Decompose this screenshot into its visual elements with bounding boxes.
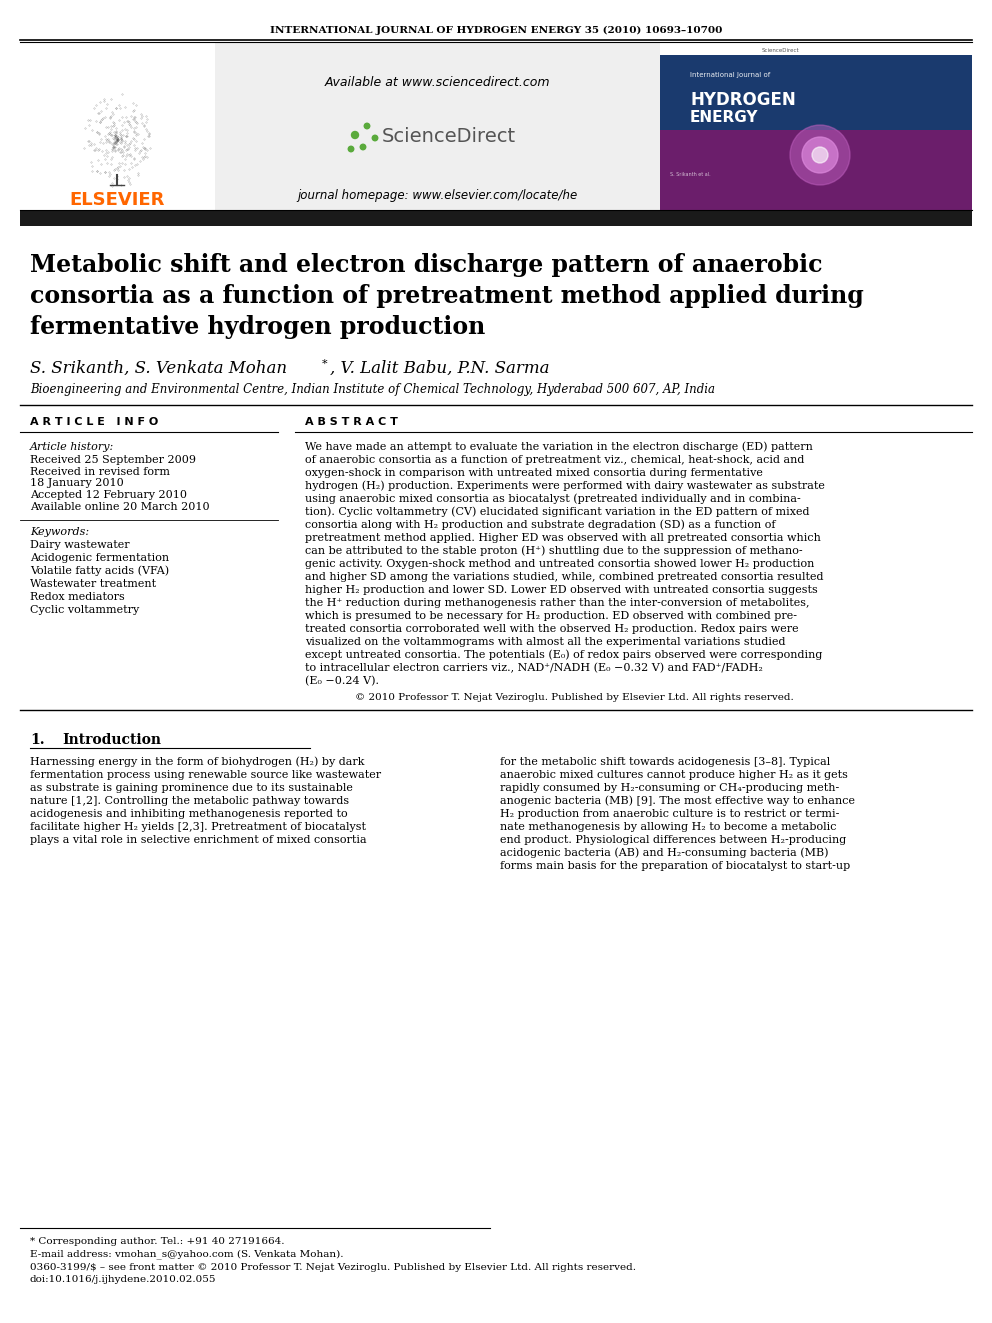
- Text: anogenic bacteria (MB) [9]. The most effective way to enhance: anogenic bacteria (MB) [9]. The most eff…: [500, 795, 855, 806]
- Text: acidogenesis and inhibiting methanogenesis reported to: acidogenesis and inhibiting methanogenes…: [30, 808, 347, 819]
- Text: * Corresponding author. Tel.: +91 40 27191664.: * Corresponding author. Tel.: +91 40 271…: [30, 1237, 285, 1245]
- Text: journal homepage: www.elsevier.com/locate/he: journal homepage: www.elsevier.com/locat…: [297, 188, 577, 201]
- Text: as substrate is gaining prominence due to its sustainable: as substrate is gaining prominence due t…: [30, 783, 353, 792]
- Text: except untreated consortia. The potentials (E₀) of redox pairs observed were cor: except untreated consortia. The potentia…: [305, 650, 822, 660]
- Text: plays a vital role in selective enrichment of mixed consortia: plays a vital role in selective enrichme…: [30, 835, 367, 845]
- Text: to intracellular electron carriers viz., NAD⁺/NADH (E₀ −0.32 V) and FAD⁺/FADH₂: to intracellular electron carriers viz.,…: [305, 663, 763, 673]
- Text: Bioengineering and Environmental Centre, Indian Institute of Chemical Technology: Bioengineering and Environmental Centre,…: [30, 384, 715, 397]
- Text: acidogenic bacteria (AB) and H₂-consuming bacteria (MB): acidogenic bacteria (AB) and H₂-consumin…: [500, 848, 828, 859]
- Text: visualized on the voltammograms with almost all the experimental variations stud: visualized on the voltammograms with alm…: [305, 636, 786, 647]
- Text: using anaerobic mixed consortia as biocatalyst (pretreated individually and in c: using anaerobic mixed consortia as bioca…: [305, 493, 801, 504]
- Text: Harnessing energy in the form of biohydrogen (H₂) by dark: Harnessing energy in the form of biohydr…: [30, 757, 364, 767]
- Text: rapidly consumed by H₂-consuming or CH₄-producing meth-: rapidly consumed by H₂-consuming or CH₄-…: [500, 783, 839, 792]
- Text: doi:10.1016/j.ijhydene.2010.02.055: doi:10.1016/j.ijhydene.2010.02.055: [30, 1275, 216, 1285]
- Circle shape: [360, 144, 366, 149]
- Text: facilitate higher H₂ yields [2,3]. Pretreatment of biocatalyst: facilitate higher H₂ yields [2,3]. Pretr…: [30, 822, 366, 832]
- Text: S. Srikanth, S. Venkata Mohan: S. Srikanth, S. Venkata Mohan: [30, 360, 287, 377]
- FancyBboxPatch shape: [660, 40, 972, 56]
- Text: © 2010 Professor T. Nejat Veziroglu. Published by Elsevier Ltd. All rights reser: © 2010 Professor T. Nejat Veziroglu. Pub…: [355, 692, 794, 701]
- Text: Acidogenic fermentation: Acidogenic fermentation: [30, 553, 169, 564]
- Text: Received in revised form: Received in revised form: [30, 467, 170, 478]
- Text: International Journal of: International Journal of: [690, 71, 770, 78]
- Text: can be attributed to the stable proton (H⁺) shuttling due to the suppression of : can be attributed to the stable proton (…: [305, 545, 803, 556]
- Text: pretreatment method applied. Higher ED was observed with all pretreated consorti: pretreatment method applied. Higher ED w…: [305, 533, 820, 542]
- FancyBboxPatch shape: [20, 42, 215, 210]
- Text: H₂ production from anaerobic culture is to restrict or termi-: H₂ production from anaerobic culture is …: [500, 808, 839, 819]
- Text: oxygen-shock in comparison with untreated mixed consortia during fermentative: oxygen-shock in comparison with untreate…: [305, 468, 763, 478]
- Text: which is presumed to be necessary for H₂ production. ED observed with combined p: which is presumed to be necessary for H₂…: [305, 611, 797, 620]
- Text: INTERNATIONAL JOURNAL OF HYDROGEN ENERGY 35 (2010) 10693–10700: INTERNATIONAL JOURNAL OF HYDROGEN ENERGY…: [270, 25, 722, 34]
- Text: fermentative hydrogen production: fermentative hydrogen production: [30, 315, 485, 339]
- Text: ScienceDirect: ScienceDirect: [382, 127, 516, 146]
- Circle shape: [372, 135, 378, 140]
- Text: genic activity. Oxygen-shock method and untreated consortia showed lower H₂ prod: genic activity. Oxygen-shock method and …: [305, 560, 814, 569]
- Text: We have made an attempt to evaluate the variation in the electron discharge (ED): We have made an attempt to evaluate the …: [305, 442, 812, 452]
- Text: ScienceDirect: ScienceDirect: [761, 48, 799, 53]
- Text: of anaerobic consortia as a function of pretreatment viz., chemical, heat-shock,: of anaerobic consortia as a function of …: [305, 455, 805, 464]
- FancyBboxPatch shape: [20, 210, 972, 226]
- Text: ELSEVIER: ELSEVIER: [69, 191, 165, 209]
- Text: anaerobic mixed cultures cannot produce higher H₂ as it gets: anaerobic mixed cultures cannot produce …: [500, 770, 848, 781]
- Text: 0360-3199/$ – see front matter © 2010 Professor T. Nejat Veziroglu. Published by: 0360-3199/$ – see front matter © 2010 Pr…: [30, 1262, 636, 1271]
- Text: Available at www.sciencedirect.com: Available at www.sciencedirect.com: [324, 75, 550, 89]
- Text: Redox mediators: Redox mediators: [30, 591, 125, 602]
- Text: (E₀ −0.24 V).: (E₀ −0.24 V).: [305, 676, 379, 687]
- Circle shape: [348, 147, 354, 152]
- Text: end product. Physiological differences between H₂-producing: end product. Physiological differences b…: [500, 835, 846, 845]
- Text: the H⁺ reduction during methanogenesis rather than the inter-conversion of metab: the H⁺ reduction during methanogenesis r…: [305, 598, 809, 609]
- Circle shape: [351, 131, 358, 139]
- Text: ENERGY: ENERGY: [690, 111, 759, 126]
- Text: for the metabolic shift towards acidogenesis [3–8]. Typical: for the metabolic shift towards acidogen…: [500, 757, 830, 767]
- Text: *: *: [322, 359, 327, 369]
- Text: 1.: 1.: [30, 733, 45, 747]
- FancyBboxPatch shape: [660, 42, 972, 210]
- Text: fermentation process using renewable source like wastewater: fermentation process using renewable sou…: [30, 770, 381, 781]
- Text: consortia along with H₂ production and substrate degradation (SD) as a function : consortia along with H₂ production and s…: [305, 520, 776, 531]
- Text: Received 25 September 2009: Received 25 September 2009: [30, 455, 196, 464]
- Text: Article history:: Article history:: [30, 442, 114, 452]
- FancyBboxPatch shape: [660, 130, 972, 210]
- Text: nature [1,2]. Controlling the metabolic pathway towards: nature [1,2]. Controlling the metabolic …: [30, 796, 349, 806]
- Text: Wastewater treatment: Wastewater treatment: [30, 579, 156, 589]
- Text: S. Srikanth et al.: S. Srikanth et al.: [670, 172, 710, 177]
- Text: hydrogen (H₂) production. Experiments were performed with dairy wastewater as su: hydrogen (H₂) production. Experiments we…: [305, 480, 825, 491]
- Text: Keywords:: Keywords:: [30, 527, 89, 537]
- Text: Available online 20 March 2010: Available online 20 March 2010: [30, 501, 209, 512]
- Text: and higher SD among the variations studied, while, combined pretreated consortia: and higher SD among the variations studi…: [305, 572, 823, 582]
- Circle shape: [812, 147, 828, 163]
- Text: consortia as a function of pretreatment method applied during: consortia as a function of pretreatment …: [30, 284, 864, 308]
- Text: E-mail address: vmohan_s@yahoo.com (S. Venkata Mohan).: E-mail address: vmohan_s@yahoo.com (S. V…: [30, 1249, 343, 1259]
- Text: Introduction: Introduction: [62, 733, 161, 747]
- Text: tion). Cyclic voltammetry (CV) elucidated significant variation in the ED patter: tion). Cyclic voltammetry (CV) elucidate…: [305, 507, 809, 517]
- Text: treated consortia corroborated well with the observed H₂ production. Redox pairs: treated consortia corroborated well with…: [305, 624, 799, 634]
- Text: HYDROGEN: HYDROGEN: [690, 91, 796, 108]
- Text: 18 January 2010: 18 January 2010: [30, 478, 124, 488]
- Text: Volatile fatty acids (VFA): Volatile fatty acids (VFA): [30, 566, 169, 577]
- Text: , V. Lalit Babu, P.N. Sarma: , V. Lalit Babu, P.N. Sarma: [330, 360, 550, 377]
- Circle shape: [790, 124, 850, 185]
- Text: Cyclic voltammetry: Cyclic voltammetry: [30, 605, 139, 615]
- Text: Dairy wastewater: Dairy wastewater: [30, 540, 130, 550]
- Circle shape: [802, 138, 838, 173]
- Text: A R T I C L E   I N F O: A R T I C L E I N F O: [30, 417, 159, 427]
- Text: Accepted 12 February 2010: Accepted 12 February 2010: [30, 490, 187, 500]
- Text: nate methanogenesis by allowing H₂ to become a metabolic: nate methanogenesis by allowing H₂ to be…: [500, 822, 836, 832]
- Circle shape: [364, 123, 370, 128]
- Text: Metabolic shift and electron discharge pattern of anaerobic: Metabolic shift and electron discharge p…: [30, 253, 822, 277]
- Text: forms main basis for the preparation of biocatalyst to start-up: forms main basis for the preparation of …: [500, 861, 850, 871]
- Text: A B S T R A C T: A B S T R A C T: [305, 417, 398, 427]
- FancyBboxPatch shape: [215, 42, 660, 210]
- Text: higher H₂ production and lower SD. Lower ED observed with untreated consortia su: higher H₂ production and lower SD. Lower…: [305, 585, 817, 595]
